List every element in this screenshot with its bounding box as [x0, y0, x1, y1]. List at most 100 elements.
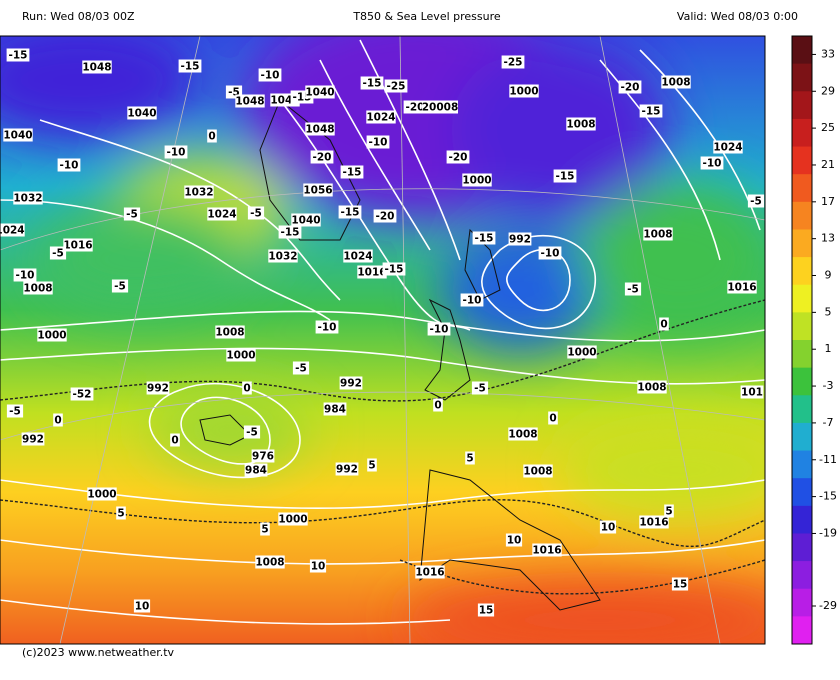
contour-label: -20 — [621, 82, 640, 94]
contour-label: 0 — [434, 400, 441, 412]
contour-label: 1008 — [255, 557, 284, 569]
contour-label-box — [305, 85, 335, 99]
contour-label: -25 — [504, 57, 523, 69]
contour-label: -5 — [295, 363, 307, 375]
contour-label: -20 — [376, 211, 395, 223]
colorbar-tick-label: 29 — [821, 84, 835, 97]
contour-label: -15 — [181, 61, 200, 73]
contour-label: -5 — [52, 248, 64, 260]
contour-label-box — [382, 262, 406, 276]
contour-label-box — [258, 68, 282, 82]
contour-label: -10 — [60, 160, 79, 172]
contour-label-box — [740, 385, 764, 399]
contour-label: -15 — [642, 106, 661, 118]
contour-label: -5 — [750, 196, 762, 208]
colorbar-swatch — [792, 91, 812, 120]
colorbar-tick-label: 13 — [821, 232, 835, 245]
contour-label-box — [87, 487, 117, 501]
contour-label: 1008 — [508, 429, 537, 441]
contour-label-box — [309, 559, 327, 573]
contour-label-box — [727, 280, 757, 294]
contour-label: 1024 — [343, 251, 372, 263]
contour-label-box — [659, 317, 669, 331]
contour-label-box — [278, 225, 302, 239]
colorbar-swatch — [792, 588, 812, 617]
contour-label-box — [462, 173, 492, 187]
contour-label: 0 — [243, 383, 250, 395]
contour-label-box — [357, 265, 387, 279]
colorbar-swatch — [792, 505, 812, 534]
contour-label-box — [268, 249, 298, 263]
contour-label: 15 — [673, 579, 688, 591]
colorbar-tick-label: 5 — [825, 305, 832, 318]
contour-label-box — [664, 504, 674, 518]
contour-label: -15 — [475, 233, 494, 245]
contour-label: 0 — [208, 131, 215, 143]
contour-label: 10 — [601, 522, 616, 534]
contour-label-box — [335, 462, 359, 476]
colorbar-tick-label: -15 — [819, 490, 837, 503]
contour-label: 0 — [549, 413, 556, 425]
contour-label-box — [427, 322, 451, 336]
contour-label-box — [133, 599, 151, 613]
contour-label-box — [170, 433, 180, 447]
colorbar-swatch — [792, 340, 812, 369]
contour-label: 1040 — [291, 215, 320, 227]
contour-label: 15 — [479, 605, 494, 617]
contour-label-box — [303, 183, 333, 197]
contour-label-box — [471, 381, 489, 395]
contour-label: 5 — [368, 460, 375, 472]
contour-label: 1000 — [567, 347, 596, 359]
contour-label: 1000 — [226, 350, 255, 362]
colorbar-tick-label: 1 — [825, 342, 832, 355]
contour-label: 5 — [466, 453, 473, 465]
contour-label: 1016 — [357, 267, 386, 279]
contour-label: 1024 — [366, 112, 395, 124]
contour-label: 1032 — [184, 187, 213, 199]
contour-label-box — [465, 451, 475, 465]
contour-label: 984 — [245, 465, 267, 477]
contour-label: 1008 — [523, 466, 552, 478]
colorbar-swatch — [792, 478, 812, 507]
map-title: T850 & Sea Level pressure — [352, 10, 501, 23]
copyright: (c)2023 www.netweather.tv — [22, 646, 175, 659]
contour-label: 5 — [261, 524, 268, 536]
contour-label-box — [338, 205, 362, 219]
contour-label-box — [146, 381, 170, 395]
contour-label: 1040 — [127, 108, 156, 120]
contour-label: 1024 — [207, 209, 236, 221]
colorbar-swatch — [792, 174, 812, 203]
contour-label-box — [235, 94, 265, 108]
contour-label-box — [207, 207, 237, 221]
contour-label-box — [315, 320, 339, 334]
contour-label: 1016 — [63, 240, 92, 252]
colorbar-tick-label: 25 — [821, 121, 835, 134]
contour-label: -15 — [385, 264, 404, 276]
colorbar-tick-label: 33 — [821, 47, 835, 60]
contour-label-box — [366, 135, 390, 149]
contour-label-box — [292, 361, 310, 375]
contour-label-box — [538, 246, 562, 260]
contour-label: -5 — [228, 87, 240, 99]
contour-label-box — [523, 464, 553, 478]
contour-label-box — [477, 603, 495, 617]
contour-label-box — [6, 404, 24, 418]
colorbar-swatch — [792, 561, 812, 590]
contour-label-box — [460, 293, 484, 307]
colorbar-tick-label: 21 — [821, 158, 835, 171]
contour-label-box — [509, 84, 539, 98]
contour-label: 1040 — [305, 87, 334, 99]
colorbar-swatch — [792, 229, 812, 258]
colorbar-tick-label: 9 — [825, 269, 832, 282]
contour-label: -10 — [318, 322, 337, 334]
colorbar-swatch — [792, 201, 812, 230]
contour-label-box — [643, 227, 673, 241]
colorbar: 33 29 25 21 17 13 9 5 1 -3 -7 -11 -15 -19 -29 — [791, 35, 837, 645]
contour-label: 1048 — [82, 62, 111, 74]
contour-label-box — [3, 128, 33, 142]
colorbar-swatch — [792, 284, 812, 313]
colorbar-tick-label: -19 — [819, 526, 837, 539]
contour-label-box — [566, 117, 596, 131]
contour-label-box — [403, 100, 427, 114]
